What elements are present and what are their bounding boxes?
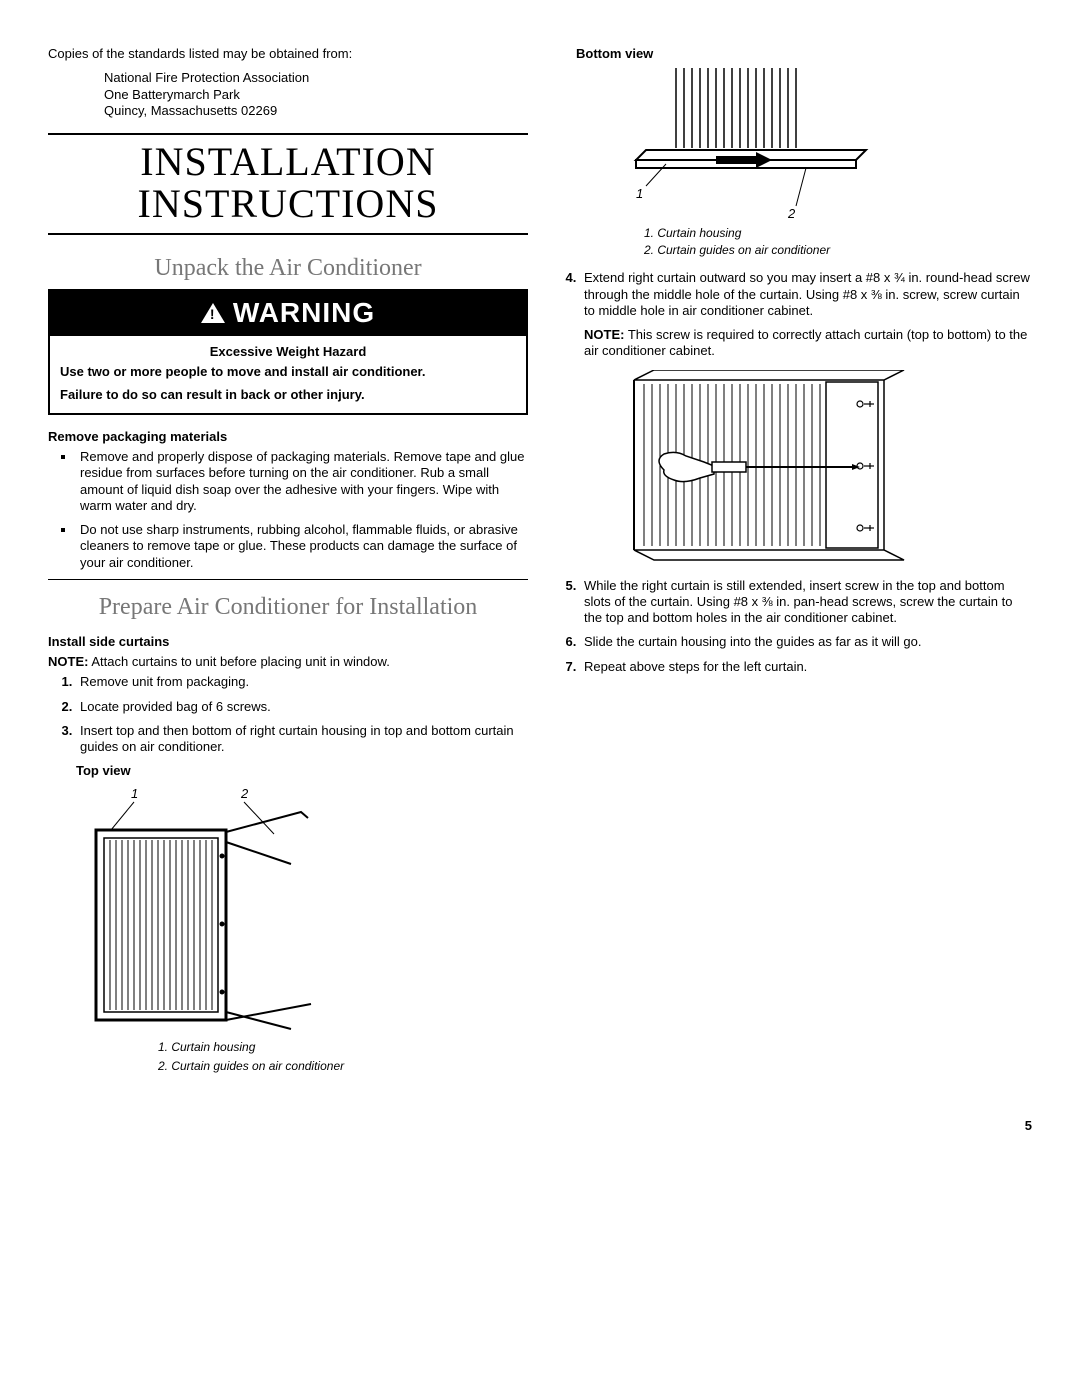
main-title-line2: INSTRUCTIONS <box>138 181 439 226</box>
bottom-view-caption-2: 2. Curtain guides on air conditioner <box>644 243 1032 258</box>
top-view-caption-2: 2. Curtain guides on air conditioner <box>158 1059 528 1074</box>
prepare-title: Prepare Air Conditioner for Installation <box>48 592 528 622</box>
list-item: While the right curtain is still extende… <box>580 578 1032 627</box>
left-column: Copies of the standards listed may be ob… <box>48 46 528 1078</box>
list-item: Extend right curtain outward so you may … <box>580 270 1032 569</box>
page-columns: Copies of the standards listed may be ob… <box>48 46 1032 1078</box>
address-line-2: One Batterymarch Park <box>104 87 528 103</box>
main-title-line1: INSTALLATION <box>140 139 435 184</box>
standards-intro: Copies of the standards listed may be ob… <box>48 46 528 62</box>
svg-text:2: 2 <box>787 206 796 218</box>
list-item: Remove unit from packaging. <box>76 674 528 690</box>
list-item: Insert top and then bottom of right curt… <box>76 723 528 756</box>
install-note-text: Attach curtains to unit before placing u… <box>88 654 389 669</box>
step4-note: NOTE: This screw is required to correctl… <box>584 327 1032 360</box>
top-view-figure: 1 2 <box>76 784 528 1034</box>
list-item: Remove and properly dispose of packaging… <box>76 449 528 514</box>
list-item: Repeat above steps for the left curtain. <box>580 659 1032 675</box>
install-note: NOTE: Attach curtains to unit before pla… <box>48 654 528 670</box>
step4-text: Extend right curtain outward so you may … <box>584 270 1030 318</box>
install-curtains-head: Install side curtains <box>48 634 528 650</box>
address-line-1: National Fire Protection Association <box>104 70 528 86</box>
remove-packaging-list: Remove and properly dispose of packaging… <box>48 449 528 571</box>
warning-triangle-icon <box>201 303 225 323</box>
note-prefix: NOTE: <box>584 327 624 342</box>
warning-word: WARNING <box>233 295 375 330</box>
fig-label-2: 2 <box>240 786 249 801</box>
steps-1-3: Remove unit from packaging. Locate provi… <box>48 674 528 755</box>
top-view-label: Top view <box>76 763 528 779</box>
steps-4-plus: Extend right curtain outward so you may … <box>552 270 1032 675</box>
list-item: Slide the curtain housing into the guide… <box>580 634 1032 650</box>
step4-note-text: This screw is required to correctly atta… <box>584 327 1027 358</box>
warning-bar: WARNING <box>48 289 528 336</box>
remove-packaging-head: Remove packaging materials <box>48 429 528 445</box>
fig-label-1: 1 <box>131 786 138 801</box>
right-column: Bottom view <box>552 46 1032 1078</box>
page-number: 5 <box>48 1118 1032 1134</box>
hazard-title: Excessive Weight Hazard <box>60 344 516 360</box>
main-title: INSTALLATION INSTRUCTIONS <box>48 133 528 235</box>
warning-box: Excessive Weight Hazard Use two or more … <box>48 336 528 415</box>
bottom-view-caption-1: 1. Curtain housing <box>644 226 1032 241</box>
list-item: Do not use sharp instruments, rubbing al… <box>76 522 528 571</box>
hazard-p1: Use two or more people to move and insta… <box>60 364 516 380</box>
unpack-title: Unpack the Air Conditioner <box>48 253 528 283</box>
bottom-view-label: Bottom view <box>576 46 1032 62</box>
note-prefix: NOTE: <box>48 654 88 669</box>
address-line-3: Quincy, Massachusetts 02269 <box>104 103 528 119</box>
hazard-p2: Failure to do so can result in back or o… <box>60 387 516 403</box>
svg-text:1: 1 <box>636 186 643 201</box>
screw-figure <box>604 370 1032 570</box>
divider <box>48 579 528 580</box>
list-item: Locate provided bag of 6 screws. <box>76 699 528 715</box>
top-view-caption-1: 1. Curtain housing <box>158 1040 528 1055</box>
bottom-view-figure: 1 2 <box>616 68 1032 218</box>
